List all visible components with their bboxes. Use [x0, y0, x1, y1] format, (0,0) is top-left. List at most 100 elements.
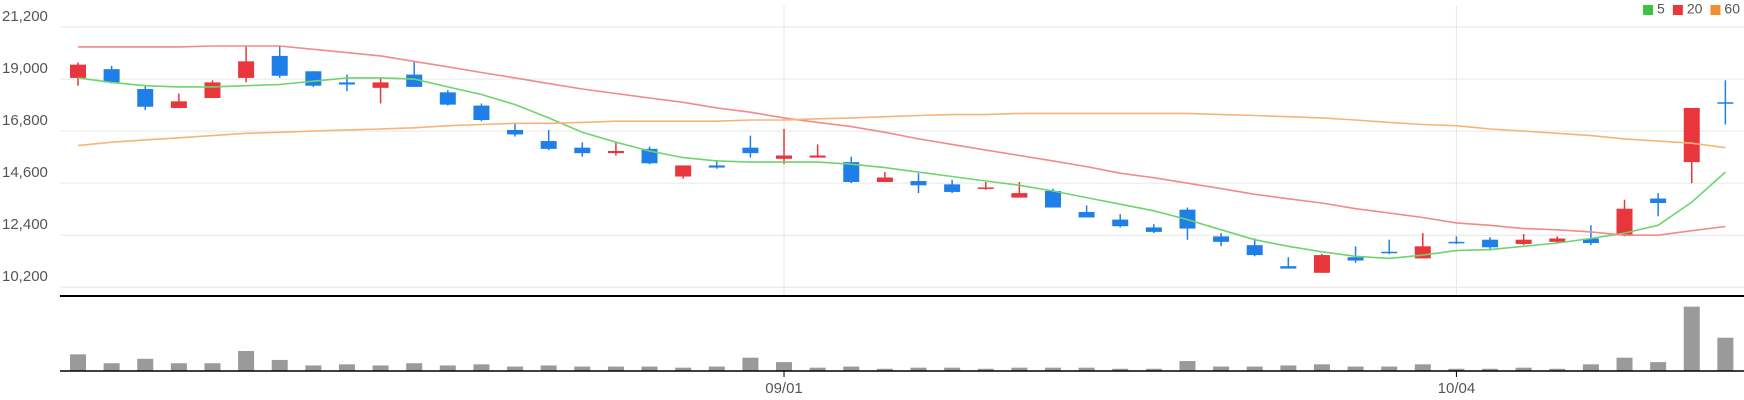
- volume-bar: [1145, 368, 1162, 371]
- candle-body: [809, 155, 826, 158]
- volume-bar: [1549, 368, 1566, 371]
- volume-bar: [843, 366, 860, 371]
- volume-bar: [1044, 367, 1061, 371]
- volume-bar: [170, 363, 187, 371]
- candle-body: [1515, 239, 1532, 244]
- candle-body: [1414, 246, 1431, 259]
- candle-body: [1112, 219, 1129, 227]
- candle-body: [507, 129, 524, 135]
- candle-body: [103, 69, 120, 83]
- volume-bar: [944, 367, 961, 371]
- candle-body: [708, 165, 725, 168]
- volume-bar: [776, 362, 793, 371]
- volume-bar: [1515, 367, 1532, 371]
- y-tick-label: 12,400: [2, 216, 48, 233]
- volume-bar: [204, 363, 221, 371]
- volume-bar: [1448, 368, 1465, 371]
- candle-body: [1482, 239, 1499, 248]
- volume-bar: [1078, 367, 1095, 371]
- volume-bar: [607, 366, 624, 371]
- candle-body: [1145, 227, 1162, 232]
- legend-label: 20: [1687, 1, 1703, 17]
- legend-swatch: [1710, 5, 1721, 15]
- candle-body: [1582, 238, 1599, 244]
- moving-average-line: [77, 77, 1726, 260]
- candle-body: [607, 151, 624, 154]
- volume-bar: [305, 365, 322, 371]
- candle-body: [675, 165, 692, 177]
- candle-body: [1650, 198, 1667, 204]
- volume-bar: [439, 365, 456, 371]
- volume-bar: [1011, 367, 1028, 371]
- legend-label: 5: [1657, 1, 1665, 17]
- candle-body: [1078, 212, 1095, 218]
- candle-body: [1616, 208, 1633, 236]
- candle-body: [338, 82, 355, 85]
- volume-bar: [1179, 361, 1196, 371]
- candle-body: [1381, 251, 1398, 254]
- candle-body: [372, 82, 389, 88]
- candle-body: [170, 101, 187, 108]
- volume-bar: [1280, 365, 1297, 371]
- candle-body: [540, 141, 557, 149]
- candle-body: [776, 155, 793, 159]
- candle-body: [1246, 245, 1263, 256]
- volume-bar: [708, 366, 725, 371]
- volume-bar: [1650, 362, 1667, 371]
- y-tick-label: 16,800: [2, 112, 48, 129]
- volume-bar: [271, 359, 288, 371]
- volume-bar: [1482, 368, 1499, 371]
- volume-bar: [876, 368, 893, 371]
- candle-body: [70, 64, 86, 78]
- candle-body: [1011, 193, 1028, 198]
- volume-bar: [977, 368, 994, 371]
- volume-bar: [70, 354, 86, 371]
- candle-body: [1549, 238, 1566, 242]
- volume-bar: [406, 363, 423, 371]
- candle-body: [910, 181, 927, 186]
- volume-bar: [1347, 366, 1364, 371]
- candle-body: [137, 89, 154, 107]
- candle-body: [944, 184, 961, 192]
- candle-body: [305, 71, 322, 86]
- candle-body: [238, 61, 255, 78]
- volume-bar: [1246, 366, 1263, 371]
- volume-bar: [372, 365, 389, 371]
- volume-bar: [1112, 368, 1129, 371]
- candle-body: [1213, 236, 1230, 242]
- candle-body: [1717, 102, 1734, 104]
- volume-bar: [574, 366, 591, 371]
- volume-bar: [742, 357, 759, 371]
- y-tick-label: 14,600: [2, 164, 48, 181]
- candle-body: [473, 105, 490, 121]
- volume-bar: [1213, 366, 1230, 371]
- candle-body: [1347, 257, 1364, 261]
- volume-bar: [473, 364, 490, 371]
- y-tick-label: 19,000: [2, 60, 48, 77]
- volume-bar: [1717, 337, 1734, 371]
- volume-bar: [507, 366, 524, 371]
- volume-bar: [238, 351, 255, 371]
- candle-body: [204, 82, 221, 99]
- volume-bar: [1414, 364, 1431, 371]
- candle-body: [742, 147, 759, 154]
- volume-bar: [137, 358, 154, 371]
- volume-bar: [1616, 357, 1633, 371]
- moving-average-line: [78, 45, 1726, 236]
- candle-body: [1044, 190, 1061, 208]
- candle-body: [439, 92, 456, 105]
- candle-body: [1448, 241, 1465, 244]
- y-tick-label: 10,200: [2, 268, 48, 285]
- volume-bar: [910, 367, 927, 371]
- x-tick-label: 09/01: [765, 380, 803, 397]
- legend-swatch: [1672, 5, 1683, 15]
- candle-body: [406, 74, 423, 87]
- candle-body: [843, 162, 860, 182]
- legend-swatch: [1643, 5, 1654, 15]
- volume-bar: [1313, 364, 1330, 371]
- volume-bar: [338, 364, 355, 371]
- volume-bar: [103, 363, 120, 371]
- volume-bar: [809, 367, 826, 371]
- moving-average-line: [77, 112, 1726, 149]
